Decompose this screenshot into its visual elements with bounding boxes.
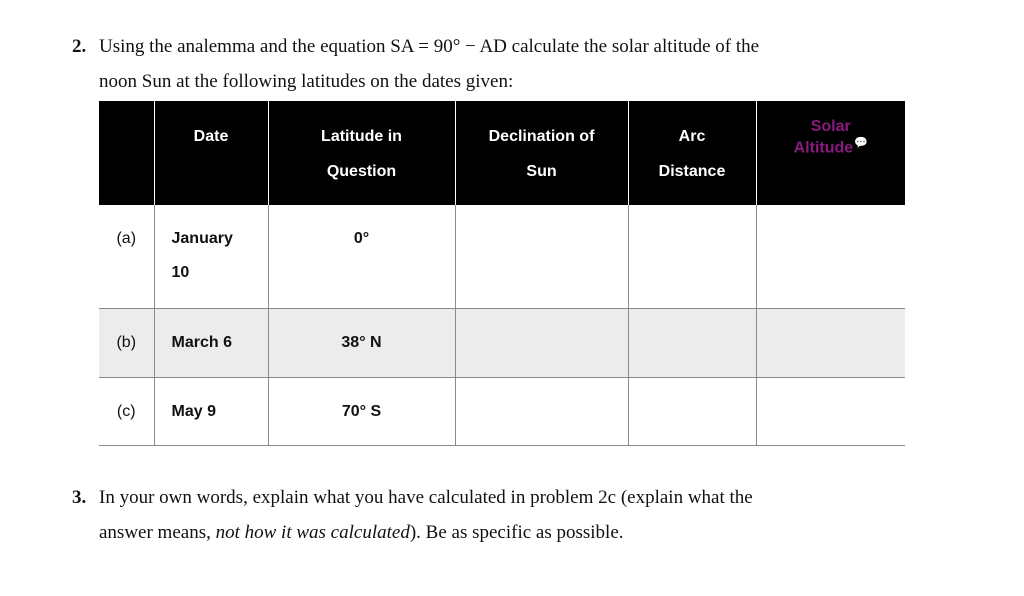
row-date: March 6 [153, 308, 268, 378]
question-3-text-2-start: answer means, [99, 522, 216, 543]
header-arc-distance: Arc Distance [627, 101, 756, 205]
header-solar-line-1: Solar [810, 118, 851, 135]
question-3: 3. In your own words, explain what you ha… [72, 480, 912, 550]
question-3-text-2-italic: not how it was calculated [215, 522, 410, 543]
question-2-text-2: noon Sun at the following latitudes on t… [99, 71, 514, 92]
header-latitude-line-1: Latitude in [321, 128, 402, 145]
header-latitude-line-2: Question [326, 163, 397, 180]
row-date: January 10 [153, 205, 268, 309]
arc-distance-answer-cell[interactable] [627, 377, 756, 446]
question-3-line-1: 3. In your own words, explain what you ha… [72, 480, 912, 515]
header-solar-altitude: Solar Altitude💬 [755, 101, 905, 205]
row-latitude: 38° N [267, 308, 455, 378]
question-3-line-2: answer means, not how it was calculated)… [72, 515, 912, 550]
solar-altitude-answer-cell[interactable] [755, 205, 905, 309]
row-date-line-1: January [171, 230, 233, 247]
row-latitude: 70° S [267, 377, 455, 446]
question-2-line-1: 2. Using the analemma and the equation SA… [72, 29, 912, 64]
row-latitude: 0° [267, 205, 455, 309]
arc-distance-answer-cell[interactable] [627, 308, 756, 378]
declination-answer-cell[interactable] [454, 205, 628, 309]
header-declination-line-2: Sun [526, 163, 557, 180]
header-blank [99, 101, 154, 205]
table-row: (a) January 10 0° [99, 205, 905, 309]
header-solar-line-2: Altitude [793, 139, 854, 157]
table-row: (c) May 9 70° S [99, 377, 905, 446]
declination-answer-cell[interactable] [454, 308, 628, 378]
question-2-text-1: Using the analemma and the equation SA =… [99, 36, 760, 57]
header-arc-line-2: Distance [658, 163, 726, 180]
row-date: May 9 [153, 377, 268, 446]
header-date: Date [153, 101, 268, 205]
header-arc-line-1: Arc [678, 128, 706, 145]
arc-distance-answer-cell[interactable] [627, 205, 756, 309]
header-latitude: Latitude in Question [267, 101, 455, 205]
row-label: (a) [99, 205, 154, 309]
comment-icon[interactable]: 💬 [854, 137, 868, 149]
row-date-line-2: 10 [171, 264, 190, 281]
table-row: (b) March 6 38° N [99, 308, 905, 378]
solar-altitude-table: Date Latitude in Question Declination of S… [99, 101, 905, 446]
declination-answer-cell[interactable] [454, 377, 628, 446]
question-3-text-1: In your own words, explain what you have… [99, 487, 753, 508]
header-declination-line-1: Declination of [488, 128, 595, 145]
question-2-number: 2. [72, 36, 87, 57]
table-header-row: Date Latitude in Question Declination of S… [99, 101, 905, 205]
question-3-text-2-end: ). Be as specific as possible. [409, 522, 624, 543]
row-label: (b) [99, 308, 154, 378]
header-declination: Declination of Sun [454, 101, 628, 205]
solar-altitude-answer-cell[interactable] [755, 377, 905, 446]
row-label: (c) [99, 377, 154, 446]
header-date-label: Date [193, 128, 229, 145]
solar-altitude-answer-cell[interactable] [755, 308, 905, 378]
question-2: 2. Using the analemma and the equation SA… [72, 29, 912, 99]
question-3-number: 3. [72, 487, 87, 508]
